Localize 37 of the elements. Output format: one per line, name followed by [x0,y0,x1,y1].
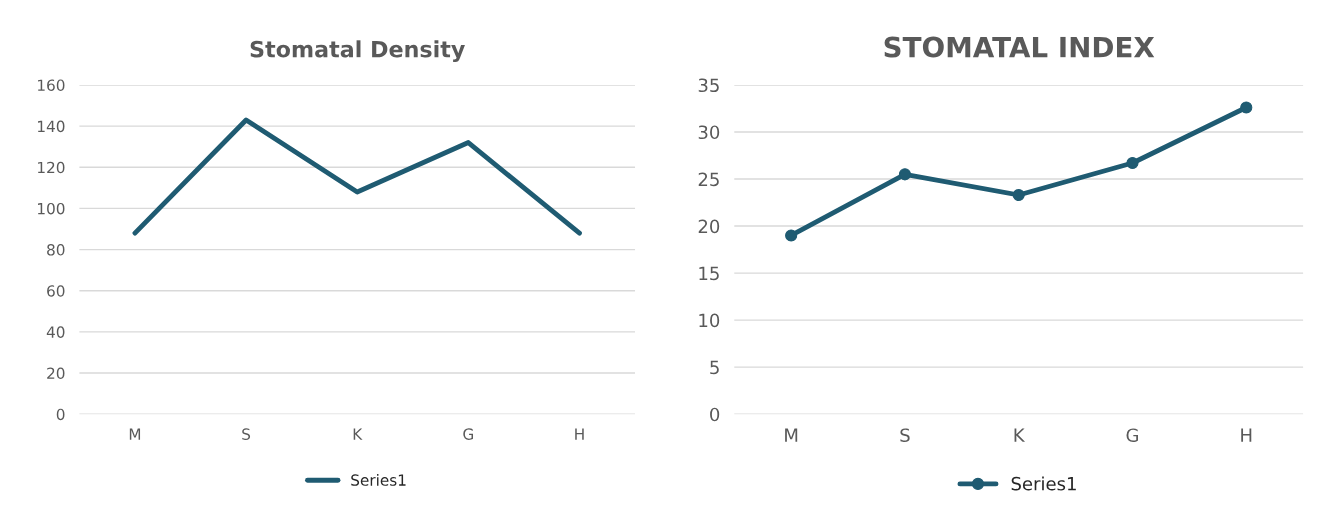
x-tick-label: G [1126,428,1138,443]
x-tick-label: M [129,428,141,440]
y-tick-label: 25 [698,172,719,187]
y-tick-label: 120 [38,161,65,174]
y-tick-label: 5 [710,360,719,375]
x-tick-label: H [1241,428,1252,442]
y-tick-label: 40 [46,326,65,338]
point [785,229,798,242]
x-tick-label: S [900,428,910,443]
y-tick-label: 0 [710,407,720,422]
x-tick-label: M [785,428,798,442]
x-tick-label: G [463,428,474,440]
chart-title: Stomatal Density [250,40,465,62]
y-tick-label: 160 [38,79,65,91]
y-tick-label: 10 [699,313,720,328]
point [1126,156,1139,170]
y-tick-label: 60 [47,285,65,297]
x-tick-label: K [1014,428,1026,442]
y-tick-label: 20 [47,367,65,380]
chart-title: STOMATAL INDEX [884,36,1155,58]
y-tick-label: 35 [698,78,719,93]
y-tick-label: 20 [698,219,720,234]
y-tick-label: 30 [698,125,720,140]
y-tick-label: 100 [38,202,65,215]
x-tick-label: K [353,428,363,440]
x-tick-label: H [575,428,584,440]
legend-label: Series1 [1011,476,1076,491]
legend-label: Series1 [351,474,406,486]
y-tick-label: 15 [699,266,719,281]
point [898,168,912,181]
y-tick-label: 0 [56,408,65,421]
point [1240,101,1253,114]
line-series [132,117,582,236]
y-tick-label: 140 [38,120,65,133]
y-tick-label: 80 [47,244,65,256]
x-tick-label: S [242,428,251,440]
point [1012,188,1025,202]
